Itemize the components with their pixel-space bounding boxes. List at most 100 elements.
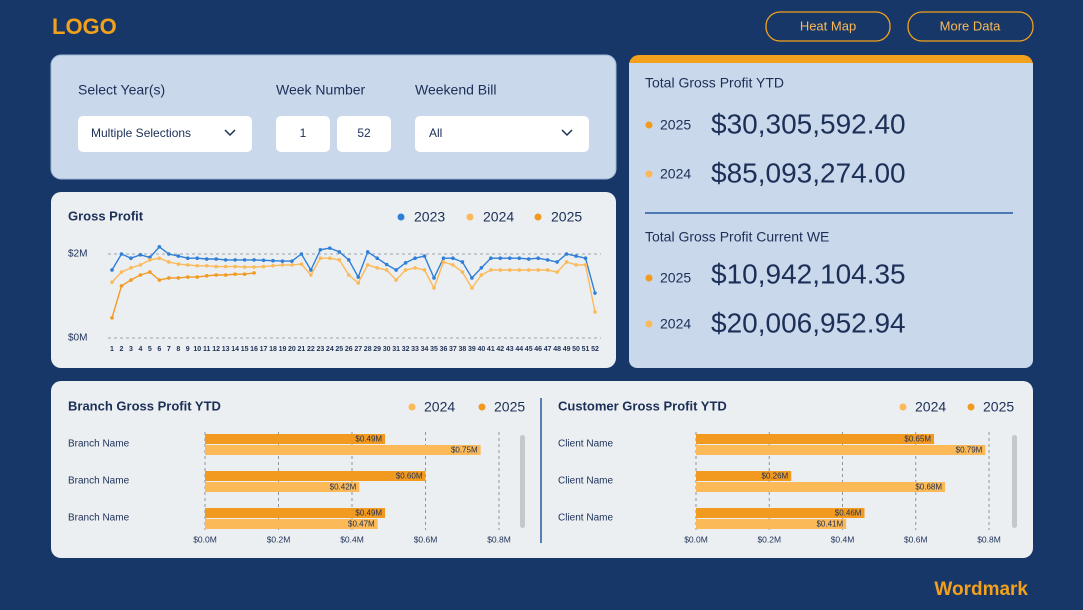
x-tick-label: 49 bbox=[563, 346, 571, 353]
x-tick-label: 6 bbox=[157, 346, 161, 353]
x-tick-label: 43 bbox=[506, 346, 514, 353]
value-label: $0.49M bbox=[355, 509, 382, 518]
wordmark: Wordmark bbox=[934, 579, 1028, 600]
point bbox=[394, 268, 398, 272]
week-to-input[interactable] bbox=[337, 116, 391, 152]
point bbox=[337, 250, 342, 254]
point bbox=[356, 275, 361, 279]
heat-map-button[interactable] bbox=[765, 11, 891, 42]
scrollbar[interactable] bbox=[520, 435, 525, 528]
point bbox=[299, 262, 304, 266]
value-label: $0.41M bbox=[816, 520, 843, 529]
y-tick-label: $0M bbox=[68, 333, 87, 344]
x-tick-label: 36 bbox=[440, 346, 448, 353]
category-label: Client Name bbox=[558, 439, 613, 450]
x-tick-label: 25 bbox=[335, 346, 343, 353]
point bbox=[299, 252, 304, 256]
point bbox=[157, 278, 162, 282]
point bbox=[517, 256, 522, 261]
x-tick-label: $0.2M bbox=[267, 534, 291, 544]
point bbox=[365, 263, 370, 267]
value-label: $0.49M bbox=[355, 435, 382, 444]
point bbox=[498, 268, 503, 272]
point bbox=[479, 273, 484, 277]
point bbox=[110, 268, 114, 272]
point bbox=[507, 268, 512, 272]
legend-dot bbox=[534, 213, 542, 221]
point bbox=[119, 284, 124, 288]
dropdown-value[interactable]: All bbox=[429, 126, 442, 140]
input-value[interactable]: 1 bbox=[300, 126, 307, 140]
point bbox=[252, 265, 256, 269]
x-tick-label: 20 bbox=[288, 346, 296, 353]
heat-map-label[interactable]: Heat Map bbox=[800, 18, 856, 33]
legend-label: 2024 bbox=[483, 209, 514, 225]
legend-dot bbox=[967, 403, 975, 411]
x-tick-label: 22 bbox=[307, 346, 315, 353]
weekend-dropdown[interactable] bbox=[415, 116, 589, 152]
scrollbar[interactable] bbox=[1012, 435, 1017, 528]
x-tick-label: $0.0M bbox=[193, 534, 217, 544]
legend-label: 2025 bbox=[494, 399, 525, 415]
filter-label: Select Year(s) bbox=[78, 82, 165, 98]
point bbox=[564, 260, 569, 264]
point bbox=[517, 268, 522, 272]
x-tick-label: 13 bbox=[222, 346, 230, 353]
point bbox=[252, 258, 256, 262]
x-tick-label: 44 bbox=[515, 346, 523, 353]
point bbox=[195, 256, 200, 261]
point bbox=[441, 260, 446, 264]
chart-title: Gross Profit bbox=[68, 208, 144, 223]
point bbox=[290, 263, 294, 267]
kpi-dot bbox=[645, 320, 653, 328]
value-label: $0.60M bbox=[396, 472, 423, 481]
week-from-input[interactable] bbox=[276, 116, 330, 152]
x-tick-label: 41 bbox=[487, 346, 495, 353]
point bbox=[470, 286, 474, 290]
point bbox=[394, 278, 398, 282]
value-label: $0.65M bbox=[904, 435, 931, 444]
bar bbox=[696, 519, 847, 529]
point bbox=[593, 291, 597, 295]
kpi-value: $30,305,592.40 bbox=[711, 108, 906, 139]
point bbox=[460, 260, 465, 264]
point bbox=[593, 310, 597, 314]
legend-dot bbox=[478, 403, 486, 411]
point bbox=[328, 246, 332, 250]
point bbox=[223, 273, 228, 277]
point bbox=[242, 265, 247, 269]
point bbox=[110, 280, 114, 284]
year-dropdown[interactable] bbox=[78, 116, 252, 152]
x-tick-label: 28 bbox=[364, 346, 372, 353]
x-tick-label: 39 bbox=[468, 346, 476, 353]
value-label: $0.46M bbox=[835, 509, 862, 518]
point bbox=[489, 256, 493, 261]
point bbox=[214, 273, 218, 277]
point bbox=[526, 257, 531, 261]
point bbox=[280, 259, 285, 263]
more-data-button[interactable] bbox=[907, 11, 1034, 42]
category-label: Branch Name bbox=[68, 513, 130, 524]
point bbox=[233, 264, 237, 269]
x-tick-label: 10 bbox=[193, 346, 201, 353]
point bbox=[167, 260, 171, 264]
point bbox=[356, 281, 361, 285]
x-tick-label: 32 bbox=[402, 346, 410, 353]
point bbox=[545, 268, 550, 272]
point bbox=[119, 252, 124, 256]
x-tick-label: 37 bbox=[449, 346, 457, 353]
point bbox=[403, 268, 408, 272]
point bbox=[375, 266, 379, 270]
point bbox=[413, 256, 417, 261]
more-data-label[interactable]: More Data bbox=[940, 18, 1001, 33]
value-label: $0.68M bbox=[915, 483, 942, 492]
x-tick-label: $0.8M bbox=[487, 534, 511, 544]
kpi-year: 2024 bbox=[660, 166, 691, 182]
x-tick-label: $0.6M bbox=[414, 534, 438, 544]
input-value[interactable]: 52 bbox=[357, 126, 371, 140]
point bbox=[185, 275, 190, 279]
dropdown-value[interactable]: Multiple Selections bbox=[91, 126, 191, 140]
point bbox=[555, 270, 559, 274]
legend-label: 2023 bbox=[414, 209, 445, 225]
